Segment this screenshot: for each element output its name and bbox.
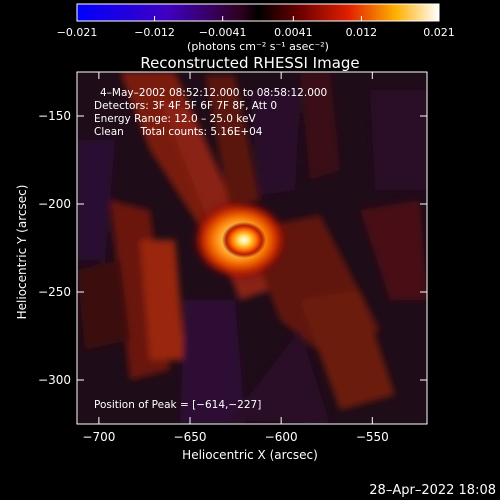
annotation-energy-range: Energy Range: 12.0 – 25.0 keV: [94, 113, 256, 125]
x-tick-label: −650: [174, 430, 207, 444]
y-tick-label: −150: [38, 109, 71, 123]
colorbar-tick-label: 0.021: [423, 26, 455, 39]
footer-timestamp: 28–Apr–2022 18:08: [369, 483, 496, 498]
y-tick-label: −300: [38, 373, 71, 387]
annotation-time-range: 4–May–2002 08:52:12.000 to 08:58:12.000: [100, 87, 327, 99]
y-tick-label: −200: [38, 197, 71, 211]
x-tick-label: −550: [356, 430, 389, 444]
colorbar-tick-label: 0.0041: [274, 26, 313, 39]
plot-frame: [76, 71, 428, 425]
x-axis-ticks: −700 −650 −600 −550: [82, 72, 389, 444]
image-area: [77, 72, 427, 424]
colorbar-tick-label: −0.0041: [199, 26, 247, 39]
annotation-peak-position: Position of Peak = [−614,−227]: [94, 399, 261, 411]
colorbar-unit-label: (photons cm⁻² s⁻¹ asec⁻²): [187, 40, 329, 53]
chart-title: Reconstructed RHESSI Image: [140, 54, 359, 72]
annotation-clean-counts: Clean Total counts: 5.16E+04: [94, 126, 263, 138]
colorbar-tick-label: −0.012: [134, 26, 175, 39]
colorbar: [76, 3, 440, 22]
colorbar-tick-label: −0.021: [57, 26, 98, 39]
annotation-detectors: Detectors: 3F 4F 5F 6F 7F 8F, Att 0: [94, 100, 277, 112]
colorbar-ticks: −0.021 −0.012 −0.0041 0.0041 0.012 0.021: [57, 16, 455, 39]
x-tick-label: −600: [265, 430, 298, 444]
colorbar-tick-label: 0.012: [346, 26, 378, 39]
x-axis-label: Heliocentric X (arcsec): [182, 448, 318, 462]
y-tick-label: −250: [38, 285, 71, 299]
emission-structure: [77, 72, 427, 424]
x-tick-label: −700: [82, 430, 115, 444]
y-axis-ticks: −150 −200 −250 −300: [38, 109, 427, 387]
y-axis-label: Heliocentric Y (arcsec): [15, 185, 29, 320]
